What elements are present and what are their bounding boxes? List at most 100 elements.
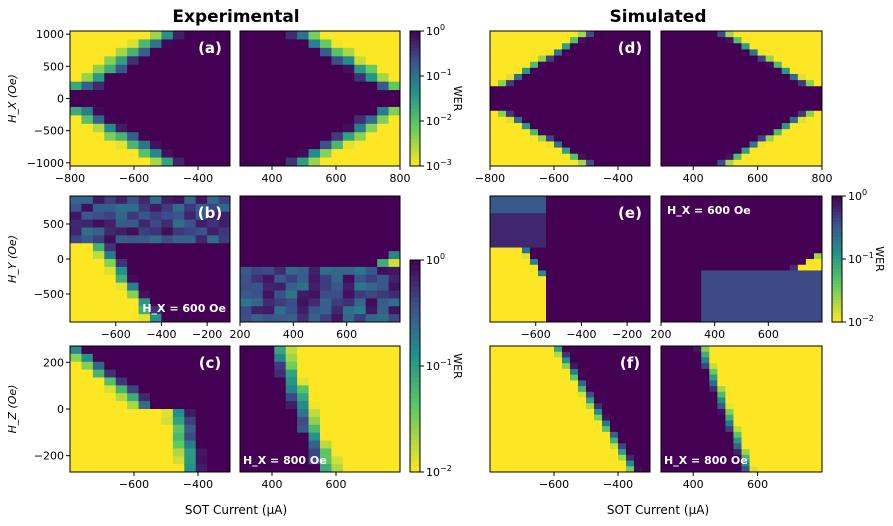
heatmap-cell xyxy=(218,361,231,371)
heatmap-cell xyxy=(797,153,807,161)
heatmap-cell xyxy=(81,251,94,260)
heatmap-cell xyxy=(618,230,627,237)
heatmap-cell xyxy=(538,196,547,203)
heatmap-cell xyxy=(297,353,309,363)
heatmap-cell xyxy=(626,391,635,398)
heatmap-cell xyxy=(602,141,611,148)
heatmap-cell xyxy=(634,147,643,155)
heatmap-cell xyxy=(725,409,734,416)
heatmap-cell xyxy=(522,104,531,112)
heatmap-cell xyxy=(377,266,389,276)
heatmap-cell xyxy=(331,409,344,418)
heatmap-cell xyxy=(709,357,718,364)
heatmap-cell xyxy=(184,31,197,40)
colorbar-segment xyxy=(832,202,842,206)
heatmap-cell xyxy=(297,282,309,291)
heatmap-cell xyxy=(115,401,128,410)
heatmap-cell xyxy=(749,454,758,461)
heatmap-cell xyxy=(138,274,151,284)
heatmap-cell xyxy=(634,92,643,99)
heatmap-cell xyxy=(522,357,531,364)
x-axis-label-left: SOT Current (µA) xyxy=(185,503,287,517)
heatmap-cell xyxy=(677,153,686,161)
heatmap-cell xyxy=(81,346,94,355)
heatmap-cell xyxy=(669,276,678,283)
heatmap-cell xyxy=(207,98,219,108)
heatmap-cell xyxy=(331,227,344,236)
heatmap-cell xyxy=(92,227,105,236)
heatmap-cell xyxy=(626,236,635,243)
heatmap-cell xyxy=(150,211,162,221)
heatmap-cell xyxy=(685,397,694,404)
heatmap-cell xyxy=(642,196,651,203)
heatmap-cell xyxy=(514,368,523,376)
heatmap-cell xyxy=(741,253,750,260)
heatmap-cell xyxy=(207,106,219,116)
heatmap-cell xyxy=(733,304,742,311)
heatmap-cell xyxy=(546,386,555,393)
heatmap-cell xyxy=(150,353,162,363)
heatmap-cell xyxy=(207,211,219,221)
heatmap-cell xyxy=(765,80,775,87)
heatmap-cell xyxy=(813,293,823,300)
heatmap-cell xyxy=(506,86,515,93)
heatmap-cell xyxy=(594,414,603,421)
heatmap-cell xyxy=(240,90,252,99)
heatmap-cell xyxy=(184,369,197,378)
heatmap-cell xyxy=(677,147,686,155)
heatmap-cell xyxy=(594,141,603,148)
heatmap-cell xyxy=(104,298,117,307)
heatmap-cell xyxy=(354,314,367,323)
heatmap-cell xyxy=(701,224,710,231)
heatmap-cell xyxy=(693,409,702,416)
heatmap-cell xyxy=(570,55,579,63)
heatmap-cell xyxy=(594,153,603,161)
heatmap-cell xyxy=(634,31,643,38)
heatmap-cell xyxy=(634,380,643,387)
heatmap-cell xyxy=(297,64,309,74)
heatmap-cell xyxy=(562,431,571,439)
heatmap-cell xyxy=(354,219,367,228)
heatmap-cell xyxy=(184,424,197,434)
heatmap-cell xyxy=(749,92,758,99)
heatmap-cell xyxy=(725,414,734,421)
heatmap-cell xyxy=(773,236,783,243)
heatmap-cell xyxy=(262,211,275,221)
heatmap-cell xyxy=(709,380,718,387)
heatmap-cell xyxy=(594,386,603,393)
heatmap-cell xyxy=(693,37,702,44)
heatmap-cell xyxy=(765,420,775,427)
heatmap-cell xyxy=(602,247,611,254)
heatmap-cell xyxy=(725,264,734,271)
heatmap-cell xyxy=(701,380,710,387)
heatmap-cell xyxy=(331,290,344,299)
heatmap-cell xyxy=(685,230,694,237)
heatmap-cell xyxy=(562,426,571,433)
heatmap-right xyxy=(240,346,401,473)
x-tick-label: 800 xyxy=(390,172,411,185)
heatmap-cell xyxy=(538,357,547,364)
heatmap-cell xyxy=(578,123,587,130)
field-annotation: H_X = 600 Oe xyxy=(142,302,226,315)
heatmap-cell xyxy=(701,403,710,410)
heatmap-cell xyxy=(377,106,389,116)
heatmap-cell xyxy=(578,104,587,112)
heatmap-cell xyxy=(308,353,321,363)
heatmap-cell xyxy=(285,409,298,418)
heatmap-cell xyxy=(701,316,710,323)
heatmap-cell xyxy=(594,374,603,381)
heatmap-cell xyxy=(331,306,344,315)
colorbar-segment xyxy=(832,303,842,307)
heatmap-cell xyxy=(661,73,670,81)
heatmap-cell xyxy=(725,304,734,311)
heatmap-cell xyxy=(365,243,378,252)
heatmap-cell xyxy=(365,157,378,167)
heatmap-cell xyxy=(733,466,742,473)
heatmap-cell xyxy=(626,293,635,300)
colorbar-segment xyxy=(410,413,420,420)
heatmap-cell xyxy=(81,314,94,323)
heatmap-cell xyxy=(506,420,515,427)
heatmap-cell xyxy=(677,236,686,243)
heatmap-cell xyxy=(677,346,686,353)
heatmap-cell xyxy=(138,132,151,142)
